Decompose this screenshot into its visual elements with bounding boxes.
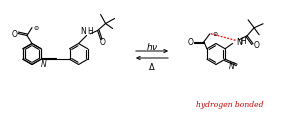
Text: hydrogen bonded: hydrogen bonded [196, 100, 264, 108]
Text: O: O [188, 38, 194, 47]
Text: N: N [229, 62, 235, 71]
Text: O: O [100, 38, 105, 47]
Text: N: N [41, 59, 47, 68]
Text: H: H [88, 26, 93, 35]
Text: O: O [12, 30, 18, 39]
Text: N: N [236, 38, 242, 47]
Text: N: N [80, 26, 86, 35]
Text: O: O [253, 41, 259, 50]
Text: H: H [240, 37, 246, 46]
Text: $h\nu$: $h\nu$ [146, 40, 158, 51]
Text: $\ominus$: $\ominus$ [211, 30, 218, 37]
Text: $\Delta$: $\Delta$ [148, 60, 156, 71]
Text: $\ominus$: $\ominus$ [33, 23, 39, 31]
